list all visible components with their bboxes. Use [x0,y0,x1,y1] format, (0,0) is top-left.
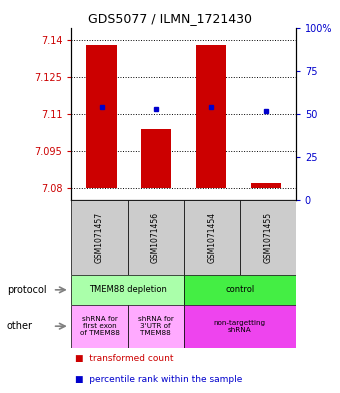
Bar [71,200,128,275]
Bar [141,129,171,188]
Text: other: other [7,321,33,331]
Text: control: control [225,285,254,294]
Bar [184,305,296,348]
Bar [128,305,184,348]
Bar [128,200,184,275]
Text: shRNA for
first exon
of TMEM88: shRNA for first exon of TMEM88 [80,316,119,336]
Bar [86,45,117,188]
Bar [71,305,128,348]
Text: protocol: protocol [7,285,47,295]
Text: non-targetting
shRNA: non-targetting shRNA [214,320,266,333]
Text: ■  percentile rank within the sample: ■ percentile rank within the sample [75,375,242,384]
Bar [196,45,226,188]
Text: GSM1071455: GSM1071455 [263,212,272,263]
Text: TMEM88 depletion: TMEM88 depletion [88,285,167,294]
Text: GSM1071454: GSM1071454 [207,212,216,263]
Text: GSM1071456: GSM1071456 [151,212,160,263]
Text: GDS5077 / ILMN_1721430: GDS5077 / ILMN_1721430 [88,12,252,25]
Bar [184,200,240,275]
Text: GSM1071457: GSM1071457 [95,212,104,263]
Bar [251,183,281,188]
Bar [71,275,184,305]
Text: shRNA for
3'UTR of
TMEM88: shRNA for 3'UTR of TMEM88 [138,316,173,336]
Bar [240,200,296,275]
Bar [184,275,296,305]
Text: ■  transformed count: ■ transformed count [75,354,173,363]
